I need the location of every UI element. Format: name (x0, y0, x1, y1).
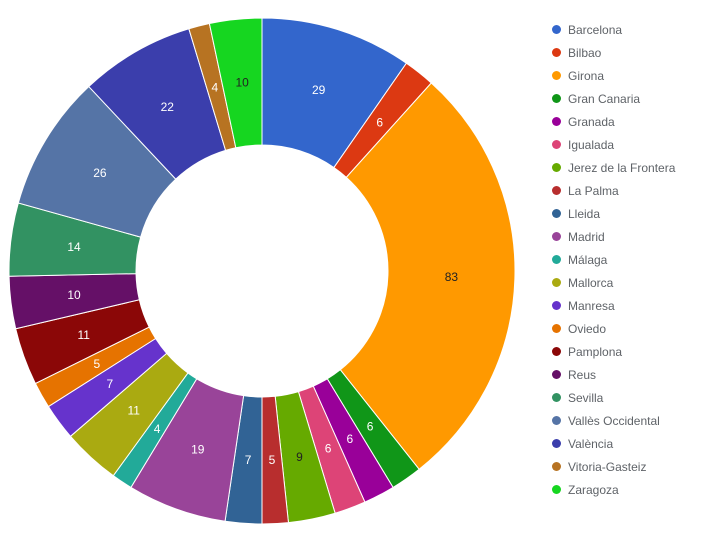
legend-swatch (552, 301, 561, 310)
legend-item[interactable]: Granada (552, 110, 675, 133)
legend-swatch (552, 439, 561, 448)
legend-label: Pamplona (568, 344, 623, 359)
legend-swatch (552, 485, 561, 494)
legend-item[interactable]: Oviedo (552, 317, 675, 340)
legend-swatch (552, 25, 561, 34)
legend-label: Granada (568, 114, 615, 129)
legend-swatch (552, 255, 561, 264)
legend-item[interactable]: Jerez de la Frontera (552, 156, 675, 179)
legend-swatch (552, 347, 561, 356)
slice-value-label: 11 (77, 328, 90, 342)
legend-swatch (552, 117, 561, 126)
chart-legend: Barcelona Bilbao Girona Gran Canaria Granada… (552, 18, 675, 501)
slice-value-label: 4 (154, 422, 161, 436)
legend-swatch (552, 393, 561, 402)
legend-swatch (552, 232, 561, 241)
legend-label: Madrid (568, 229, 605, 244)
slice-value-label: 6 (376, 115, 383, 129)
slice-value-label: 7 (107, 377, 114, 391)
slice-value-label: 6 (367, 420, 374, 434)
legend-item[interactable]: Igualada (552, 133, 675, 156)
legend-label: Bilbao (568, 45, 602, 60)
legend-label: Málaga (568, 252, 608, 267)
legend-item[interactable]: València (552, 432, 675, 455)
legend-label: Barcelona (568, 22, 623, 37)
legend-item[interactable]: Vallès Occidental (552, 409, 675, 432)
legend-label: Girona (568, 68, 605, 83)
legend-swatch (552, 462, 561, 471)
legend-item[interactable]: Lleida (552, 202, 675, 225)
slice-value-label: 5 (94, 357, 101, 371)
legend-swatch (552, 48, 561, 57)
legend-swatch (552, 278, 561, 287)
slice-2[interactable] (339, 82, 516, 470)
slice-value-label: 10 (236, 76, 250, 90)
slice-value-label: 10 (67, 288, 81, 302)
legend-item[interactable]: Zaragoza (552, 478, 675, 501)
slice-value-label: 11 (127, 403, 140, 417)
legend-swatch (552, 71, 561, 80)
legend-item[interactable]: Mallorca (552, 271, 675, 294)
legend-item[interactable]: Vitoria-Gasteiz (552, 455, 675, 478)
legend-swatch (552, 163, 561, 172)
legend-item[interactable]: Girona (552, 64, 675, 87)
legend-swatch (552, 94, 561, 103)
legend-label: Gran Canaria (568, 91, 641, 106)
legend-item[interactable]: Málaga (552, 248, 675, 271)
slice-20[interactable] (208, 17, 263, 149)
slice-value-label: 6 (346, 432, 353, 446)
slice-value-label: 9 (296, 450, 303, 464)
legend-item[interactable]: Bilbao (552, 41, 675, 64)
legend-swatch (552, 186, 561, 195)
slice-value-label: 7 (245, 453, 252, 467)
slice-value-label: 29 (312, 83, 326, 97)
slice-value-label: 4 (212, 80, 219, 94)
legend-label: València (568, 436, 614, 451)
legend-label: Vitoria-Gasteiz (568, 459, 647, 474)
slice-value-label: 83 (445, 270, 459, 284)
legend-label: Jerez de la Frontera (568, 160, 676, 175)
legend-label: Oviedo (568, 321, 607, 336)
legend-item[interactable]: Pamplona (552, 340, 675, 363)
legend-label: Igualada (568, 137, 615, 152)
slice-value-label: 5 (269, 453, 276, 467)
legend-label: Manresa (568, 298, 615, 313)
legend-label: Mallorca (568, 275, 614, 290)
legend-swatch (552, 324, 561, 333)
legend-item[interactable]: Manresa (552, 294, 675, 317)
legend-label: Reus (568, 367, 597, 382)
legend-swatch (552, 370, 561, 379)
slice-value-label: 19 (191, 442, 205, 456)
slice-value-label: 6 (325, 442, 332, 456)
legend-label: Zaragoza (568, 482, 619, 497)
legend-label: Sevilla (568, 390, 604, 405)
legend-item[interactable]: Reus (552, 363, 675, 386)
legend-swatch (552, 140, 561, 149)
slice-value-label: 22 (161, 100, 175, 114)
slice-value-label: 14 (67, 240, 81, 254)
legend-item[interactable]: Sevilla (552, 386, 675, 409)
legend-item[interactable]: La Palma (552, 179, 675, 202)
legend-item[interactable]: Madrid (552, 225, 675, 248)
slice-value-label: 26 (93, 166, 107, 180)
legend-item[interactable]: Gran Canaria (552, 87, 675, 110)
legend-label: Lleida (568, 206, 601, 221)
legend-label: Vallès Occidental (568, 413, 660, 428)
legend-item[interactable]: Barcelona (552, 18, 675, 41)
legend-swatch (552, 416, 561, 425)
legend-label: La Palma (568, 183, 619, 198)
legend-swatch (552, 209, 561, 218)
